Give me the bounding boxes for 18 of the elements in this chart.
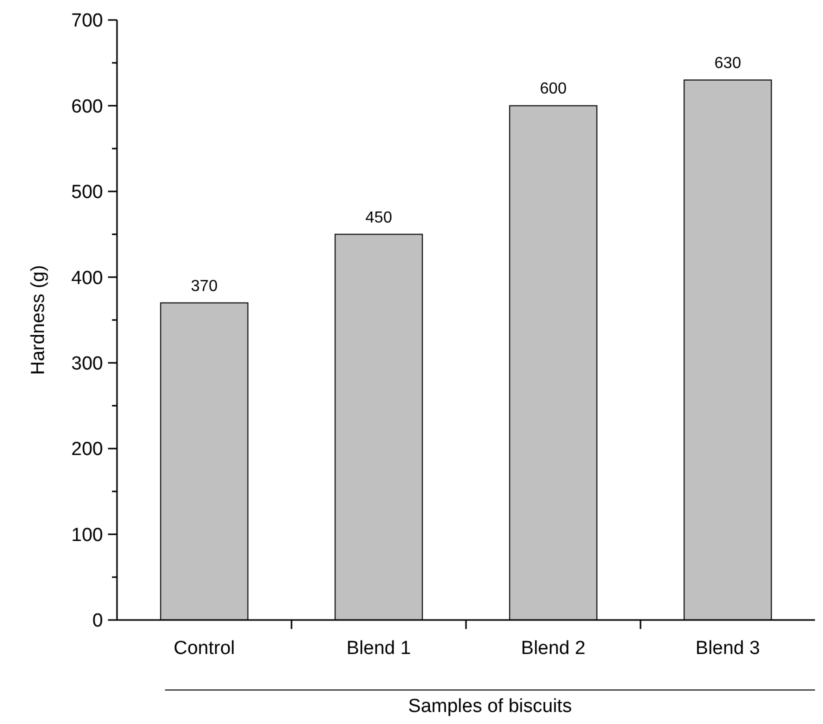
y-tick-label: 400 (71, 268, 103, 289)
x-tick-label: Control (174, 638, 235, 659)
y-tick-label: 500 (71, 182, 103, 204)
y-tick-label: 700 (71, 10, 103, 32)
data-label: 600 (540, 80, 567, 98)
y-tick-label: 200 (71, 439, 103, 460)
y-tick-label: 0 (92, 610, 103, 632)
y-axis-title: Hardness (g) (28, 265, 49, 375)
x-tick-label: Blend 1 (346, 638, 411, 659)
x-tick-label: Blend 3 (696, 638, 760, 659)
x-axis-title: Samples of biscuits (408, 696, 572, 717)
y-tick-label: 300 (71, 354, 103, 375)
y-tick-label: 600 (71, 96, 103, 118)
y-tick-label: 100 (71, 524, 103, 546)
data-label: 630 (714, 55, 742, 72)
data-label: 450 (365, 209, 392, 226)
data-label: 370 (190, 278, 218, 295)
x-tick-label: Blend 2 (521, 638, 586, 659)
